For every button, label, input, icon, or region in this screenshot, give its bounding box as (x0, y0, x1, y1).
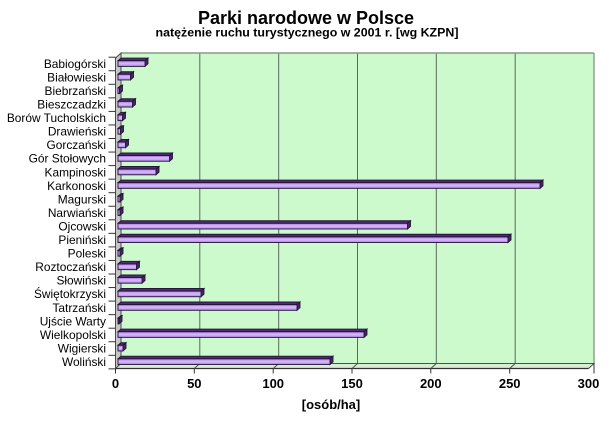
svg-text:Kampinoski: Kampinoski (45, 165, 106, 179)
svg-text:Tatrzański: Tatrzański (52, 301, 106, 315)
svg-text:100: 100 (262, 376, 284, 391)
svg-text:50: 50 (187, 376, 201, 391)
svg-text:natężenie ruchu turystycznego: natężenie ruchu turystycznego w 2001 r. … (156, 25, 459, 39)
svg-text:Ojcowski: Ojcowski (58, 219, 106, 233)
svg-text:Gór Stołowych: Gór Stołowych (29, 152, 106, 166)
svg-text:[osób/ha]: [osób/ha] (302, 397, 361, 412)
svg-text:Białowieski: Białowieski (47, 70, 106, 84)
svg-text:250: 250 (499, 376, 521, 391)
svg-text:Gorczański: Gorczański (47, 138, 106, 152)
svg-text:Biebrzański: Biebrzański (45, 84, 106, 98)
svg-text:Karkonoski: Karkonoski (47, 179, 106, 193)
svg-text:Bieszczadzki: Bieszczadzki (37, 98, 106, 112)
svg-text:Słowiński: Słowiński (56, 274, 106, 288)
svg-text:0: 0 (112, 376, 119, 391)
svg-text:Pieniński: Pieniński (58, 233, 106, 247)
svg-text:Wigierski: Wigierski (58, 341, 106, 355)
svg-text:Świętokrzyski: Świętokrzyski (34, 286, 106, 301)
svg-text:Wielkopolski: Wielkopolski (40, 328, 106, 342)
svg-text:Ujście Warty: Ujście Warty (40, 314, 106, 328)
svg-text:Poleski: Poleski (68, 247, 106, 261)
svg-text:Woliński: Woliński (62, 355, 106, 369)
svg-text:Parki narodowe w Polsce: Parki narodowe w Polsce (198, 8, 414, 28)
svg-text:Borów Tucholskich: Borów Tucholskich (7, 111, 106, 125)
svg-text:Babiogórski: Babiogórski (44, 57, 106, 71)
svg-text:200: 200 (420, 376, 442, 391)
svg-text:Magurski: Magurski (58, 192, 106, 206)
svg-text:300: 300 (578, 376, 600, 391)
svg-text:Drawieński: Drawieński (48, 125, 106, 139)
svg-text:Narwiański: Narwiański (48, 206, 106, 220)
svg-text:Roztoczański: Roztoczański (35, 260, 106, 274)
svg-text:150: 150 (341, 376, 363, 391)
